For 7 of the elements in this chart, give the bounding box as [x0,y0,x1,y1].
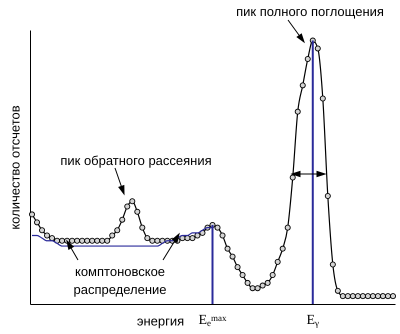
annotation: комптоновское распределение [73,264,167,297]
annotation: пик обратного рассеяния [60,153,212,168]
x-tick-label: Eemax [198,313,228,328]
text: пик полного поглощения [236,4,384,19]
y-axis-title: количество отсчетов [8,105,22,230]
x-tick-label: Eγ [306,313,320,328]
x-axis-title: энергия [136,314,184,328]
